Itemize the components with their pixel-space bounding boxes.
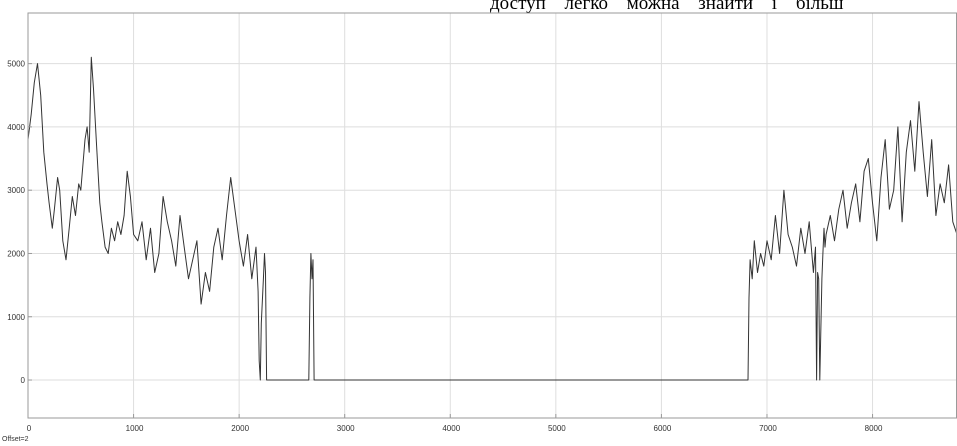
x-tick-label: 0 bbox=[27, 424, 32, 433]
x-tick-label: 7000 bbox=[759, 424, 777, 433]
y-tick-label: 5000 bbox=[7, 60, 25, 69]
x-tick-label: 4000 bbox=[442, 424, 460, 433]
series-layer bbox=[27, 56, 957, 381]
series-line bbox=[27, 56, 957, 381]
offset-label: Offset=2 bbox=[2, 436, 29, 443]
x-tick-label: 1000 bbox=[126, 424, 144, 433]
x-tick-label: 8000 bbox=[865, 424, 883, 433]
x-tick-label: 5000 bbox=[548, 424, 566, 433]
x-tick-label: 3000 bbox=[337, 424, 355, 433]
x-tick-label: 2000 bbox=[231, 424, 249, 433]
header-text: доступ легко можна знайти і більш bbox=[490, 0, 844, 13]
y-tick-label: 0 bbox=[21, 376, 26, 385]
y-tick-label: 1000 bbox=[7, 313, 25, 322]
plot-area bbox=[28, 13, 957, 418]
y-tick-label: 2000 bbox=[7, 249, 25, 258]
y-tick-label: 3000 bbox=[7, 186, 25, 195]
y-tick-label: 4000 bbox=[7, 123, 25, 132]
x-tick-label: 6000 bbox=[654, 424, 672, 433]
